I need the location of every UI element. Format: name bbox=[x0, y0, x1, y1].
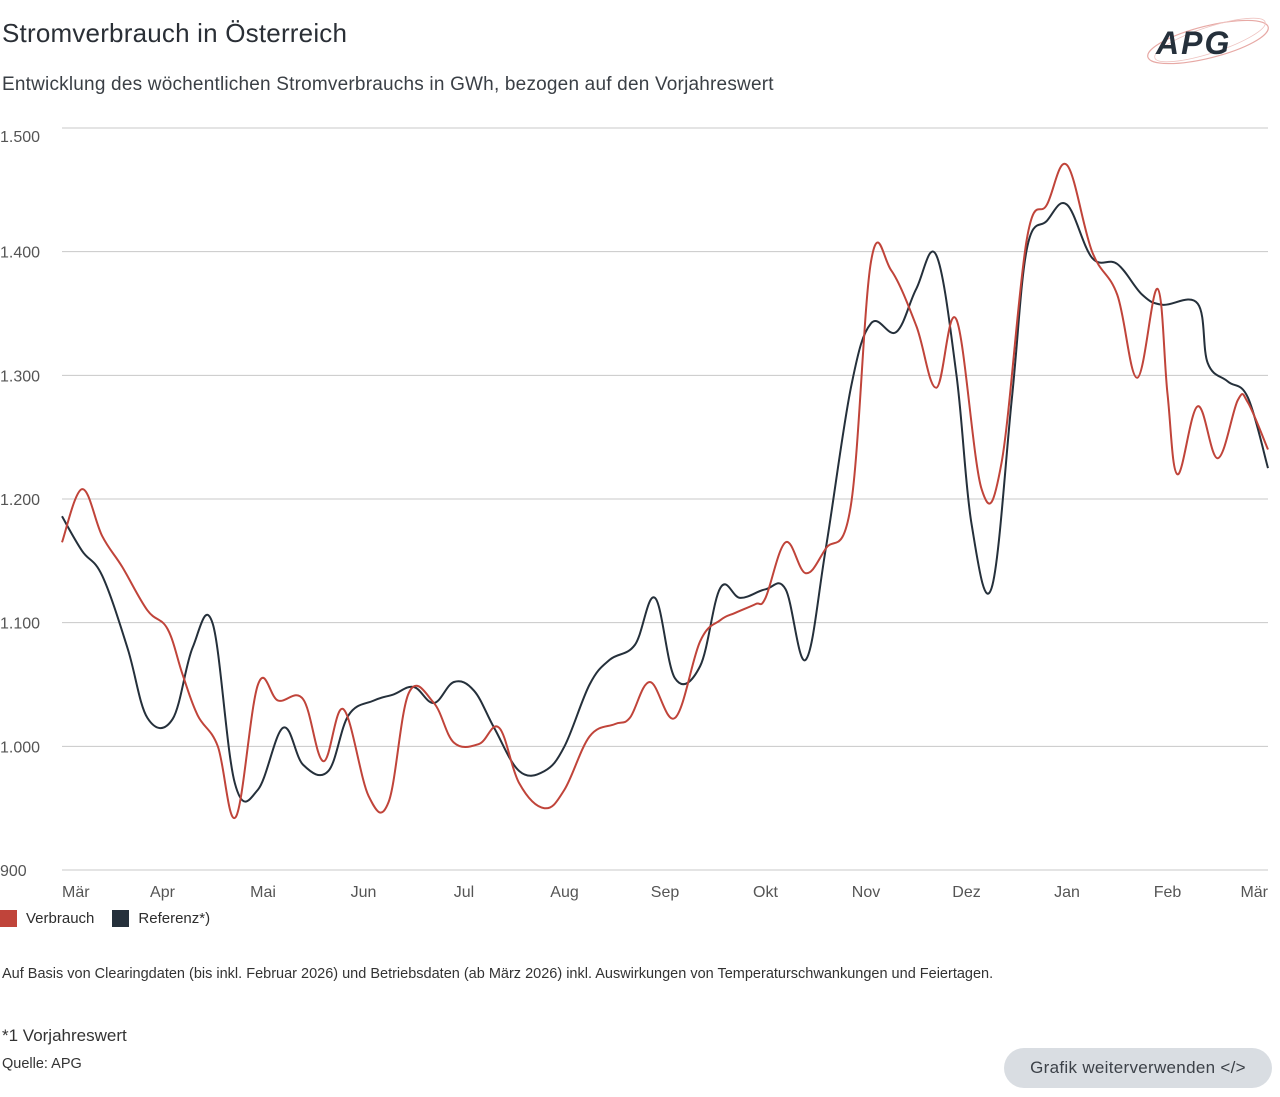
logo-text: APG bbox=[1155, 25, 1231, 61]
y-tick-label: 1.100 bbox=[0, 616, 40, 633]
legend-swatch-verbrauch bbox=[0, 910, 17, 927]
source-note: Quelle: APG bbox=[2, 1056, 82, 1072]
x-tick-label: Apr bbox=[150, 884, 176, 901]
grid-lines bbox=[62, 127, 1268, 871]
x-tick-label: Mär bbox=[1240, 884, 1268, 901]
y-tick-label: 1.200 bbox=[0, 492, 40, 509]
x-tick-label: Jul bbox=[454, 884, 474, 901]
y-tick-label: 1.000 bbox=[0, 739, 40, 756]
x-tick-label: Nov bbox=[852, 884, 880, 901]
x-tick-label: Dez bbox=[952, 884, 980, 901]
footnote: *1 Vorjahreswert bbox=[2, 1026, 127, 1045]
y-tick-label: 1.500 bbox=[0, 129, 40, 146]
series-line-verbrauch[interactable] bbox=[61, 162, 1269, 820]
apg-logo: APG bbox=[1147, 17, 1269, 65]
y-tick-label: 1.300 bbox=[0, 368, 40, 385]
y-tick-label: 1.400 bbox=[0, 245, 40, 262]
x-tick-label: Mär bbox=[62, 884, 90, 901]
x-tick-label: Aug bbox=[550, 884, 578, 901]
chart-subtitle: Entwicklung des wöchentlichen Stromverbr… bbox=[2, 74, 774, 95]
legend-label-verbrauch: Verbrauch bbox=[26, 910, 95, 927]
y-axis-labels: 900 1.000 1.100 1.200 1.300 1.400 1.500 bbox=[0, 129, 40, 880]
legend-item-referenz[interactable]: Referenz*) bbox=[112, 910, 210, 927]
x-tick-label: Jan bbox=[1054, 884, 1080, 901]
legend-item-verbrauch[interactable]: Verbrauch bbox=[0, 910, 94, 927]
legend: Verbrauch Referenz*) bbox=[0, 910, 228, 927]
x-tick-label: Jun bbox=[351, 884, 377, 901]
x-tick-label: Okt bbox=[753, 884, 778, 901]
x-tick-label: Sep bbox=[651, 884, 680, 901]
x-axis-labels: Mär Apr Mai Jun Jul Aug Sep Okt Nov Dez Jan Feb Mär bbox=[62, 884, 1269, 901]
series-lines bbox=[61, 162, 1269, 820]
legend-label-referenz: Referenz*) bbox=[138, 910, 211, 927]
basis-note: Auf Basis von Clearingdaten (bis inkl. F… bbox=[2, 966, 994, 982]
x-tick-label: Feb bbox=[1154, 884, 1182, 901]
chart-title: Stromverbrauch in Österreich bbox=[2, 18, 348, 48]
series-line-referenz[interactable] bbox=[61, 202, 1269, 803]
y-tick-label: 900 bbox=[0, 863, 27, 880]
legend-swatch-referenz bbox=[112, 910, 130, 927]
x-tick-label: Mai bbox=[250, 884, 276, 901]
reuse-graphic-button[interactable]: Grafik weiterverwenden </> bbox=[1004, 1048, 1272, 1088]
line-chart: 900 1.000 1.100 1.200 1.300 1.400 1.500 Mär Apr… bbox=[0, 127, 1269, 901]
